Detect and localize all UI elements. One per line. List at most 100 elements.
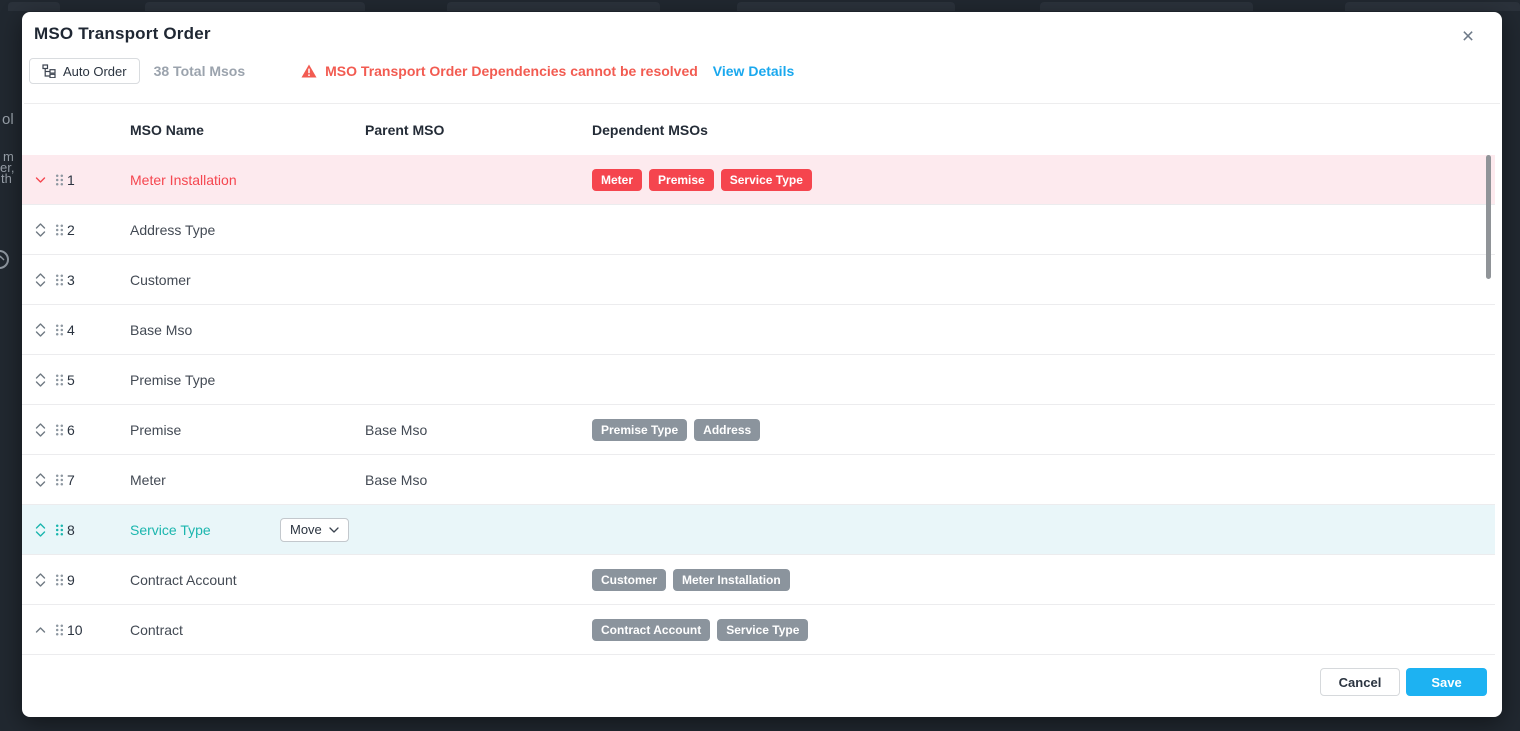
drag-handle-icon[interactable] <box>55 373 64 386</box>
move-down-icon <box>35 280 46 287</box>
row-number: 9 <box>67 571 75 588</box>
move-down-icon <box>35 176 46 183</box>
table-row[interactable]: 9 Contract Account Customer Meter Install… <box>22 555 1495 605</box>
row-number: 2 <box>67 221 75 238</box>
dependent-mso-badge: Service Type <box>717 618 809 641</box>
toolbar: Auto Order 38 Total Msos MSO Transport O… <box>29 57 794 85</box>
backdrop-top-block <box>145 2 365 11</box>
drag-handle-icon[interactable] <box>55 173 64 186</box>
reorder-arrows[interactable] <box>35 222 46 237</box>
reorder-arrows[interactable] <box>35 422 46 437</box>
warning-text: MSO Transport Order Dependencies cannot … <box>325 63 698 79</box>
mso-name: Contract <box>130 621 183 638</box>
table-row[interactable]: 8 Service Type Move <box>22 505 1495 555</box>
table-row[interactable]: 6 Premise Base Mso Premise Type Address <box>22 405 1495 455</box>
row-number: 8 <box>67 521 75 538</box>
total-msos-label: 38 Total Msos <box>153 63 246 79</box>
hierarchy-icon <box>42 64 56 78</box>
mso-name: Premise <box>130 421 182 438</box>
backdrop-top-block <box>737 2 955 11</box>
drag-handle-icon[interactable] <box>55 423 64 436</box>
backdrop-help-icon <box>0 250 9 269</box>
backdrop-text-fragment: m <box>3 149 14 164</box>
backdrop-text-fragment: th <box>1 171 12 186</box>
move-up-icon <box>35 472 46 479</box>
table-body: 1 Meter Installation Meter Premise Service… <box>22 155 1495 655</box>
move-dropdown[interactable]: Move <box>280 517 349 542</box>
dependent-mso-badge: Service Type <box>720 168 812 191</box>
table-row[interactable]: 4 Base Mso <box>22 305 1495 355</box>
move-down-icon <box>35 330 46 337</box>
reorder-arrows[interactable] <box>35 372 46 387</box>
table-row[interactable]: 2 Address Type <box>22 205 1495 255</box>
row-number: 7 <box>67 471 75 488</box>
drag-handle-icon[interactable] <box>55 573 64 586</box>
cancel-button[interactable]: Cancel <box>1320 668 1400 696</box>
dependent-mso-badge: Premise <box>649 168 714 191</box>
save-button[interactable]: Save <box>1406 668 1487 696</box>
mso-name: Address Type <box>130 221 216 238</box>
close-icon[interactable]: × <box>1461 25 1475 48</box>
drag-handle-icon[interactable] <box>55 523 64 536</box>
backdrop-top-block <box>1040 2 1253 11</box>
row-number: 1 <box>67 171 75 188</box>
move-up-icon <box>35 422 46 429</box>
table-row[interactable]: 1 Meter Installation Meter Premise Service… <box>22 155 1495 205</box>
drag-handle-icon[interactable] <box>55 323 64 336</box>
move-up-icon <box>35 272 46 279</box>
mso-name: Customer <box>130 271 191 288</box>
move-down-icon <box>35 480 46 487</box>
dependent-mso-badge: Contract Account <box>592 618 711 641</box>
backdrop-top-block <box>1345 2 1520 11</box>
drag-handle-icon[interactable] <box>55 623 64 636</box>
move-up-icon <box>35 222 46 229</box>
reorder-arrows[interactable] <box>35 522 46 537</box>
table-row[interactable]: 7 Meter Base Mso <box>22 455 1495 505</box>
move-up-icon <box>35 626 46 633</box>
scrollbar-thumb[interactable] <box>1486 155 1491 279</box>
backdrop-text-fragment: ol <box>2 111 14 128</box>
auto-order-button[interactable]: Auto Order <box>29 58 140 84</box>
move-down-icon <box>35 230 46 237</box>
move-down-icon <box>35 430 46 437</box>
reorder-arrows[interactable] <box>35 322 46 337</box>
row-number: 6 <box>67 421 75 438</box>
chevron-down-icon <box>329 526 339 533</box>
reorder-arrows[interactable] <box>35 176 46 183</box>
dependency-warning: MSO Transport Order Dependencies cannot … <box>301 63 698 79</box>
reorder-arrows[interactable] <box>35 272 46 287</box>
dependent-mso-badge: Address <box>694 418 761 441</box>
table-row[interactable]: 10 Contract Contract Account Service Type <box>22 605 1495 655</box>
reorder-arrows[interactable] <box>35 472 46 487</box>
view-details-link[interactable]: View Details <box>712 63 795 79</box>
drag-handle-icon[interactable] <box>55 223 64 236</box>
table-row[interactable]: 3 Customer <box>22 255 1495 305</box>
move-dropdown-label: Move <box>290 522 322 537</box>
mso-name: Premise Type <box>130 371 216 388</box>
mso-transport-order-dialog: MSO Transport Order × Auto Order 38 Tota… <box>22 12 1502 717</box>
row-number: 5 <box>67 371 75 388</box>
auto-order-label: Auto Order <box>63 63 127 79</box>
drag-handle-icon[interactable] <box>55 273 64 286</box>
backdrop-top-block <box>8 2 60 11</box>
move-up-icon <box>35 572 46 579</box>
move-down-icon <box>35 580 46 587</box>
dialog-title: MSO Transport Order <box>34 24 211 43</box>
row-number: 4 <box>67 321 75 338</box>
parent-mso: Base Mso <box>365 421 428 438</box>
column-header-dependent-msos: Dependent MSOs <box>592 121 708 138</box>
dependent-msos: Customer Meter Installation <box>592 568 790 591</box>
dependent-mso-badge: Meter Installation <box>673 568 790 591</box>
drag-handle-icon[interactable] <box>55 473 64 486</box>
table-row[interactable]: 5 Premise Type <box>22 355 1495 405</box>
reorder-arrows[interactable] <box>35 572 46 587</box>
column-header-parent-mso: Parent MSO <box>365 121 445 138</box>
move-down-icon <box>35 380 46 387</box>
move-up-icon <box>35 522 46 529</box>
mso-name: Meter Installation <box>130 171 237 188</box>
dependent-mso-badge: Meter <box>592 168 643 191</box>
backdrop-text-fragment: er, <box>0 160 15 175</box>
table-header: MSO Name Parent MSO Dependent MSOs <box>22 104 1495 156</box>
reorder-arrows[interactable] <box>35 626 46 633</box>
mso-name: Service Type <box>130 521 211 538</box>
